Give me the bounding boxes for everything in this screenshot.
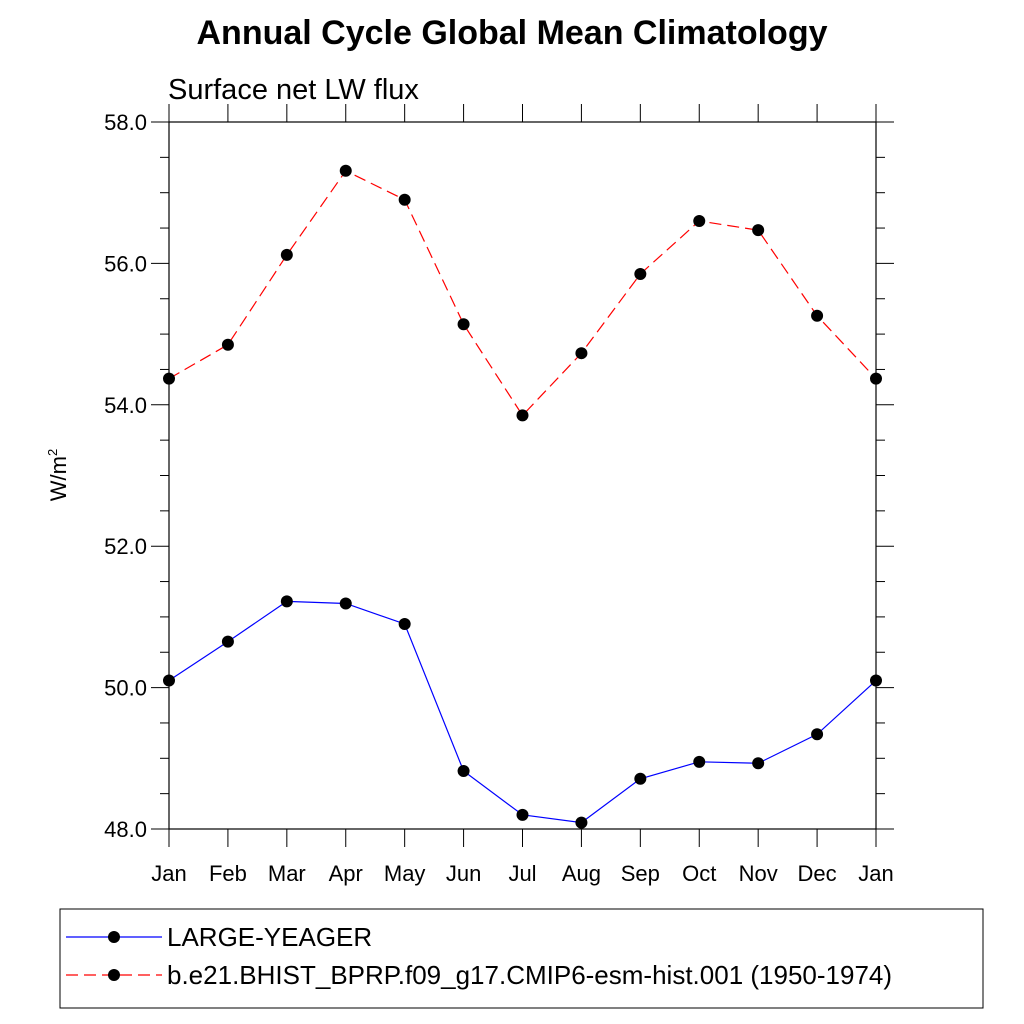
data-point — [752, 757, 765, 770]
series-markers — [163, 164, 882, 829]
x-tick-label: Mar — [268, 861, 306, 886]
legend: LARGE-YEAGER b.e21.BHIST_BPRP.f09_g17.CMI… — [66, 922, 892, 990]
x-tick-label: May — [384, 861, 426, 886]
x-tick-label: Jun — [446, 861, 481, 886]
data-point — [634, 772, 647, 785]
x-tick-label: Nov — [739, 861, 778, 886]
legend-box — [59, 908, 984, 1009]
data-point — [457, 318, 470, 331]
data-point — [693, 214, 706, 227]
data-point — [575, 816, 588, 829]
x-tick-label: Jan — [858, 861, 893, 886]
x-tick-label: Feb — [209, 861, 247, 886]
legend-marker — [108, 931, 120, 943]
data-point — [163, 372, 175, 385]
y-tick-label: 54.0 — [104, 393, 147, 418]
data-point — [870, 674, 882, 687]
x-tick-label: Aug — [562, 861, 601, 886]
data-point — [398, 193, 411, 206]
y-tick-label: 58.0 — [104, 110, 147, 135]
data-point — [870, 372, 882, 385]
data-point — [516, 808, 529, 821]
data-point — [280, 595, 293, 608]
x-tick-label: Dec — [798, 861, 837, 886]
chart-title: Annual Cycle Global Mean Climatology — [196, 14, 828, 52]
data-point — [280, 248, 293, 261]
data-point — [575, 347, 588, 360]
data-point — [221, 635, 234, 648]
x-tick-label: Oct — [682, 861, 716, 886]
y-tick-label: 50.0 — [104, 676, 147, 701]
series-lines — [168, 170, 877, 824]
y-tick-label: 56.0 — [104, 251, 147, 276]
legend-marker — [108, 969, 120, 981]
data-point — [398, 617, 411, 630]
data-point — [516, 409, 529, 422]
x-tick-label: Jul — [508, 861, 536, 886]
y-tick-label: 48.0 — [104, 817, 147, 842]
plot-frame — [168, 121, 877, 830]
x-tick-label: Jan — [151, 861, 186, 886]
data-point — [457, 765, 470, 778]
data-point — [339, 164, 352, 177]
data-point — [811, 728, 824, 741]
y-axis-label: W/m2 — [45, 449, 71, 501]
x-tick-label: Sep — [621, 861, 660, 886]
series-line-2 — [168, 170, 877, 417]
data-point — [752, 224, 765, 237]
legend-label: LARGE-YEAGER — [167, 922, 372, 952]
chart-subtitle: Surface net LW flux — [168, 74, 419, 106]
series-line-1 — [168, 600, 877, 824]
legend-label: b.e21.BHIST_BPRP.f09_g17.CMIP6-esm-hist.… — [167, 960, 892, 990]
y-tick-label: 52.0 — [104, 534, 147, 559]
data-point — [163, 674, 175, 687]
plot-axes: 48.0 50.0 52.0 54.0 56.0 58.0 Jan Feb Mar Apr May J… — [104, 104, 894, 886]
data-point — [811, 309, 824, 322]
data-point — [634, 268, 647, 281]
data-point — [339, 597, 352, 610]
data-point — [693, 755, 706, 768]
x-tick-label: Apr — [329, 861, 363, 886]
data-point — [221, 338, 234, 351]
